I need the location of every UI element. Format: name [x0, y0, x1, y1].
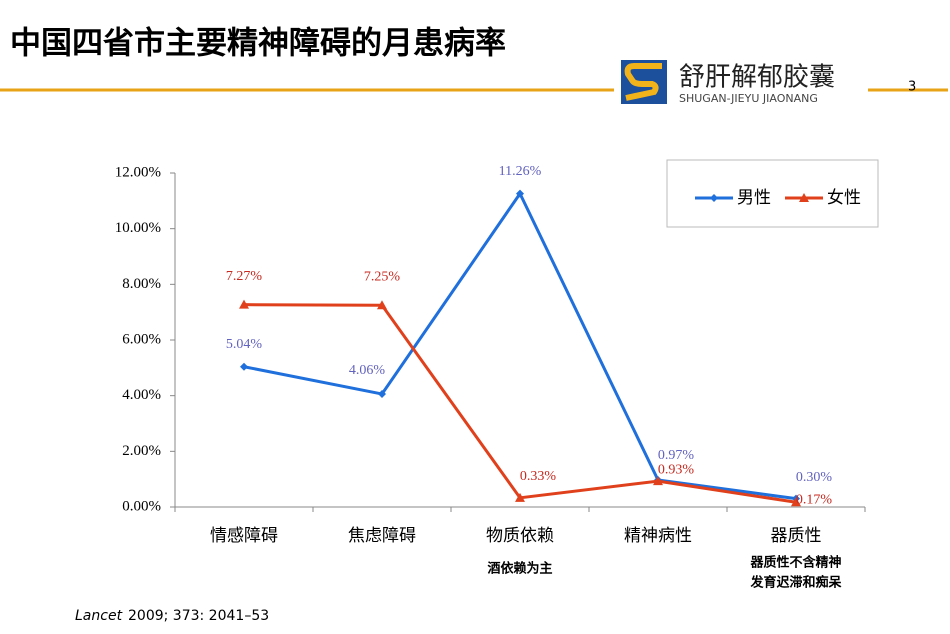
data-label: 0.30%	[796, 470, 833, 485]
legend-label: 女性	[827, 188, 861, 208]
data-label: 0.33%	[520, 469, 557, 484]
point	[791, 497, 801, 507]
citation-journal: Lancet	[75, 608, 123, 624]
point	[378, 389, 386, 398]
data-label: 11.26%	[499, 164, 542, 179]
logo-name: 舒肝解郁胶囊	[679, 63, 835, 93]
x-tick-label: 焦虑障碍	[348, 526, 416, 546]
page-number: 3	[908, 80, 916, 95]
point	[377, 300, 387, 310]
data-label: 4.06%	[349, 363, 386, 378]
legend-label: 男性	[737, 188, 771, 208]
point	[240, 362, 248, 371]
data-label: 0.93%	[658, 462, 695, 477]
x-tick-label: 器质性	[771, 526, 822, 546]
data-label: 7.25%	[364, 269, 401, 284]
y-tick-label: 6.00%	[122, 331, 161, 347]
point	[515, 492, 525, 502]
point	[239, 299, 249, 309]
data-label: 5.04%	[226, 337, 263, 352]
y-tick-label: 8.00%	[122, 276, 161, 292]
citation-detail: 2009; 373: 2041–53	[128, 608, 269, 624]
y-tick-label: 2.00%	[122, 443, 161, 459]
x-tick-label: 精神病性	[624, 526, 692, 546]
y-tick-label: 10.00%	[115, 220, 161, 236]
x-tick-label: 物质依赖	[486, 526, 554, 546]
slide-title: 中国四省市主要精神障碍的月患病率	[10, 26, 506, 62]
data-label: 0.97%	[658, 448, 695, 463]
y-tick-label: 12.00%	[115, 164, 161, 180]
point	[710, 194, 718, 202]
logo-icon	[621, 60, 667, 104]
y-tick-label: 4.00%	[122, 387, 161, 403]
legend-box	[666, 159, 879, 228]
point	[516, 189, 524, 198]
point	[799, 193, 809, 202]
annotation: 器质性不含精神	[749, 555, 841, 571]
annotation: 发育迟滞和痴呆	[749, 575, 842, 591]
point	[653, 476, 663, 486]
annotation: 酒依赖为主	[487, 561, 552, 577]
logo-subtitle: SHUGAN-JIEYU JIAONANG	[679, 92, 818, 105]
data-label: 0.17%	[796, 492, 833, 507]
y-tick-label: 0.00%	[122, 498, 161, 514]
x-tick-label: 情感障碍	[210, 526, 278, 546]
data-label: 7.27%	[226, 269, 263, 284]
